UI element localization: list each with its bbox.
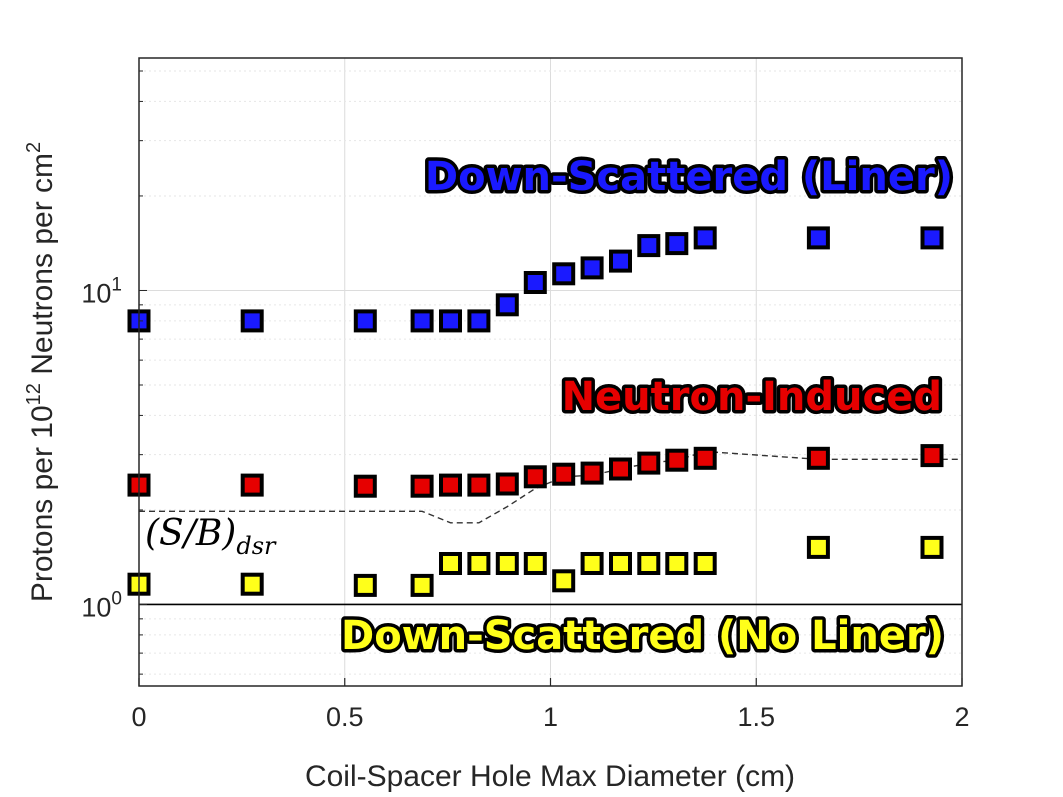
marker-series-1 [806, 446, 830, 470]
ratio-line-label: (S/B)dsr [145, 513, 277, 560]
marker-series-2 [523, 552, 547, 575]
series-label-neutron-induced: Neutron-Induced [562, 374, 942, 420]
marker-series-1 [637, 451, 661, 475]
marker-series-1 [410, 474, 434, 498]
y-axis-title: Protons per 1012 Neutrons per cm2 [23, 142, 59, 602]
marker-series-2 [467, 552, 491, 575]
marker-series-2 [665, 552, 689, 575]
x-tick-label: 2 [954, 702, 969, 732]
marker-series-1 [240, 473, 264, 497]
marker-series-2 [439, 552, 462, 575]
marker-series-2 [495, 552, 519, 575]
marker-series-0 [353, 309, 377, 333]
series-label-liner: Down-Scattered (Liner) [425, 154, 953, 200]
line-layer [139, 450, 962, 606]
marker-series-0 [693, 226, 717, 250]
tick-layer: 0 0.5 1 1.5 2 100 101 [81, 70, 970, 732]
y-tick-label: 101 [81, 274, 122, 308]
marker-series-0 [580, 256, 604, 280]
marker-series-1 [439, 473, 462, 497]
marker-series-0 [637, 234, 661, 258]
marker-series-1 [609, 457, 632, 481]
x-tick-label: 1.5 [737, 702, 775, 732]
marker-series-2 [353, 573, 377, 597]
marker-series-2 [609, 552, 632, 575]
marker-series-2 [920, 535, 944, 559]
ratio-line [139, 450, 962, 524]
marker-series-1 [353, 474, 377, 498]
x-tick-label: 0.5 [326, 702, 364, 732]
y-tick-label: 100 [81, 588, 122, 622]
marker-series-0 [523, 271, 547, 294]
marker-series-0 [240, 309, 264, 333]
marker-series-1 [552, 462, 576, 486]
marker-series-1 [580, 461, 604, 485]
marker-series-0 [552, 262, 576, 286]
marker-series-0 [609, 249, 632, 273]
marker-series-1 [495, 472, 519, 496]
marker-series-2 [240, 572, 264, 596]
marker-series-1 [693, 446, 717, 470]
marker-layer [127, 226, 944, 597]
x-axis-title: Coil-Spacer Hole Max Diameter (cm) [305, 760, 795, 793]
marker-series-2 [693, 552, 717, 575]
marker-series-2 [410, 573, 434, 597]
marker-series-2 [552, 569, 576, 593]
series-label-no-liner: Down-Scattered (No Liner) [341, 613, 944, 659]
marker-series-0 [806, 226, 830, 250]
marker-series-0 [495, 293, 519, 317]
marker-series-1 [920, 444, 944, 468]
x-tick-label: 0 [131, 702, 146, 732]
marker-series-1 [523, 465, 547, 489]
marker-series-0 [467, 309, 491, 333]
marker-series-0 [665, 232, 689, 256]
marker-series-1 [467, 473, 491, 497]
marker-series-2 [806, 535, 830, 559]
marker-series-0 [439, 309, 462, 333]
marker-series-0 [410, 309, 434, 333]
x-tick-label: 1 [543, 702, 558, 732]
marker-series-2 [637, 552, 661, 575]
marker-series-0 [920, 226, 944, 250]
marker-series-2 [580, 552, 604, 575]
marker-series-1 [665, 448, 689, 472]
